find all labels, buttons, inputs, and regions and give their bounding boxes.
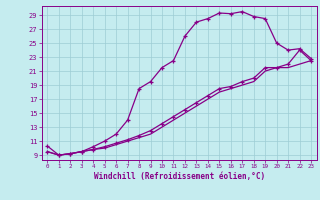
X-axis label: Windchill (Refroidissement éolien,°C): Windchill (Refroidissement éolien,°C): [94, 172, 265, 181]
